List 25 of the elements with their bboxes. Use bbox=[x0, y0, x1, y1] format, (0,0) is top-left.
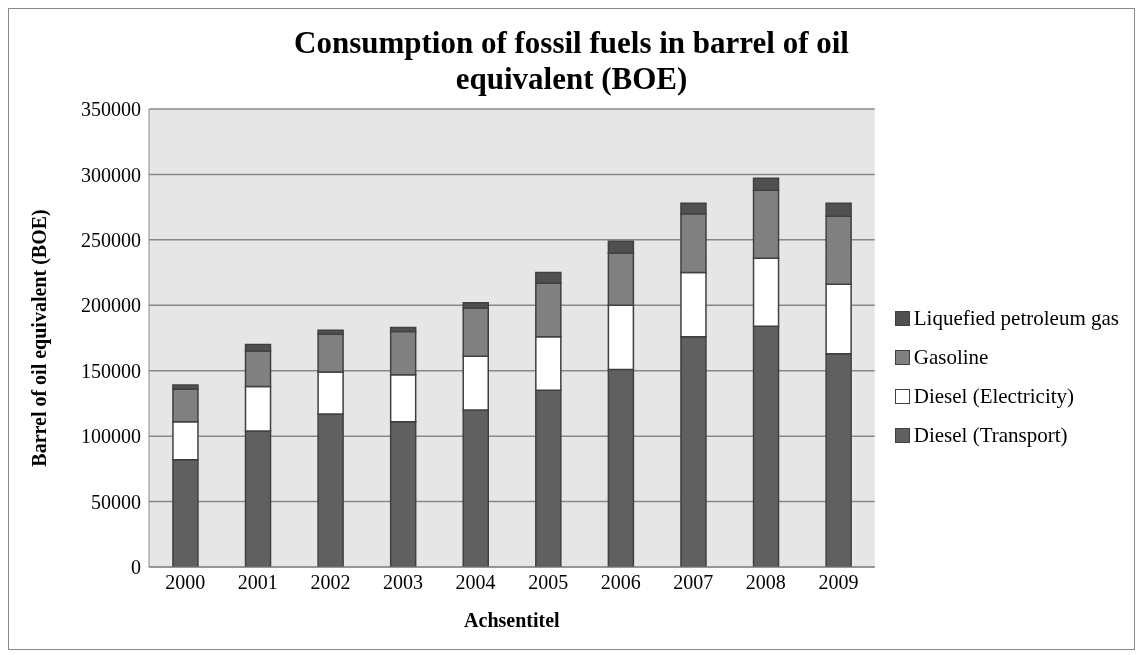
x-tick-label: 2001 bbox=[237, 571, 278, 594]
chart-title: Consumption of fossil fuels in barrel of oil equivalent (BOE) bbox=[293, 24, 850, 97]
y-tick-label: 0 bbox=[131, 556, 141, 579]
x-tick-label: 2008 bbox=[745, 571, 786, 594]
y-axis-title: Barrel of oil equivalent (BOE) bbox=[28, 209, 52, 467]
y-tick-label: 250000 bbox=[81, 228, 141, 251]
x-axis-title: Achsentitel bbox=[464, 609, 561, 631]
x-tick-label: 2009 bbox=[818, 571, 859, 594]
legend-label: Diesel (Transport) bbox=[913, 423, 1068, 448]
x-tick-label: 2004 bbox=[455, 571, 496, 594]
y-tick-label: 100000 bbox=[81, 425, 141, 448]
y-tick-label: 350000 bbox=[81, 98, 141, 121]
y-tick-label: 200000 bbox=[81, 294, 141, 317]
y-tick-label: 300000 bbox=[81, 163, 141, 186]
x-tick-label: 2003 bbox=[383, 571, 424, 594]
x-tick-label: 2007 bbox=[673, 571, 714, 594]
legend-label: Liquefied petroleum gas bbox=[913, 306, 1119, 331]
x-tick-label: 2005 bbox=[528, 571, 569, 594]
y-tick-label: 150000 bbox=[81, 359, 141, 382]
x-tick-label: 2002 bbox=[310, 571, 351, 594]
y-tick-label: 50000 bbox=[91, 490, 141, 513]
x-tick-label: 2006 bbox=[600, 571, 641, 594]
legend-label: Gasoline bbox=[913, 345, 989, 370]
legend-label: Diesel (Electricity) bbox=[913, 384, 1075, 409]
x-tick-label: 2000 bbox=[165, 571, 206, 594]
